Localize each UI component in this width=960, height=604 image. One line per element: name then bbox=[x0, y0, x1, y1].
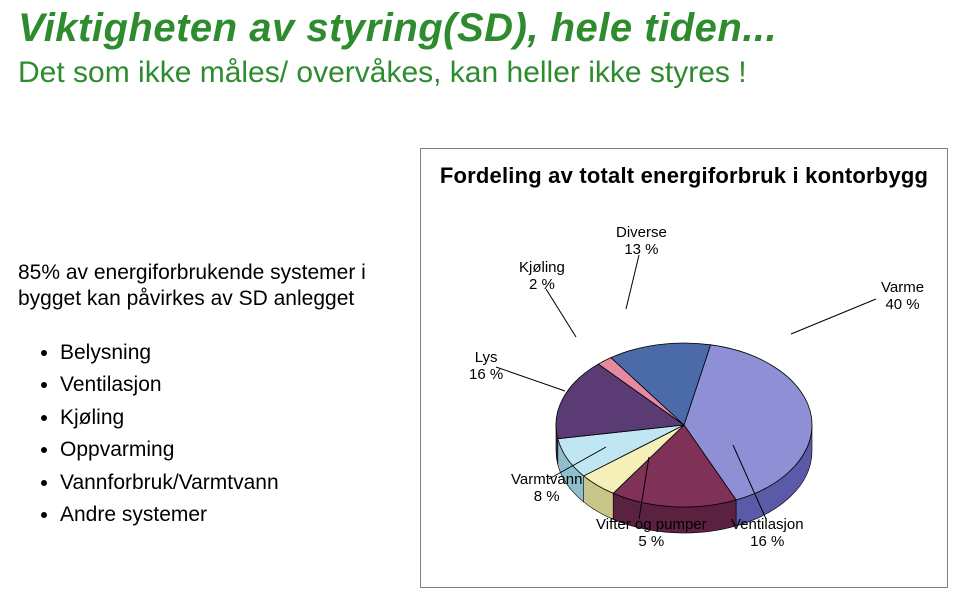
list-item: Andre systemer bbox=[60, 499, 398, 532]
label-percent: 2 % bbox=[519, 276, 565, 293]
label-text: Diverse bbox=[616, 224, 667, 241]
bullet-list: Belysning Ventilasjon Kjøling Oppvarming… bbox=[18, 337, 398, 532]
label-text: Varme bbox=[881, 279, 924, 296]
slice-label-varme: Varme 40 % bbox=[881, 279, 924, 314]
slice-label-kjoling: Kjøling 2 % bbox=[519, 259, 565, 294]
label-text: Varmtvann bbox=[511, 471, 582, 488]
slice-label-diverse: Diverse 13 % bbox=[616, 224, 667, 259]
label-percent: 16 % bbox=[469, 366, 503, 383]
left-text-block: 85% av energiforbrukende systemer i bygg… bbox=[18, 260, 398, 532]
slice-label-ventilasjon: Ventilasjon 16 % bbox=[731, 516, 804, 551]
list-item: Belysning bbox=[60, 337, 398, 370]
intro-paragraph: 85% av energiforbrukende systemer i bygg… bbox=[18, 260, 398, 313]
slice-label-varmtvann: Varmtvann 8 % bbox=[511, 471, 582, 506]
list-item: Vannforbruk/Varmtvann bbox=[60, 467, 398, 500]
chart-container: Fordeling av totalt energiforbruk i kont… bbox=[420, 148, 948, 588]
list-item: Oppvarming bbox=[60, 434, 398, 467]
pie-chart bbox=[554, 339, 814, 537]
label-percent: 40 % bbox=[881, 296, 924, 313]
pie-svg bbox=[554, 339, 814, 537]
label-percent: 5 % bbox=[596, 533, 707, 550]
label-text: Vifter og pumper bbox=[596, 516, 707, 533]
slice-label-vifter: Vifter og pumper 5 % bbox=[596, 516, 707, 551]
label-text: Kjøling bbox=[519, 259, 565, 276]
label-percent: 16 % bbox=[731, 533, 804, 550]
list-item: Kjøling bbox=[60, 402, 398, 435]
label-text: Ventilasjon bbox=[731, 516, 804, 533]
slice-label-lys: Lys 16 % bbox=[469, 349, 503, 384]
chart-title: Fordeling av totalt energiforbruk i kont… bbox=[421, 163, 947, 189]
label-text: Lys bbox=[475, 349, 498, 366]
label-percent: 8 % bbox=[511, 488, 582, 505]
list-item: Ventilasjon bbox=[60, 369, 398, 402]
page-subtitle: Det som ikke måles/ overvåkes, kan helle… bbox=[18, 56, 747, 90]
page-title: Viktigheten av styring(SD), hele tiden..… bbox=[18, 6, 777, 51]
label-percent: 13 % bbox=[616, 241, 667, 258]
